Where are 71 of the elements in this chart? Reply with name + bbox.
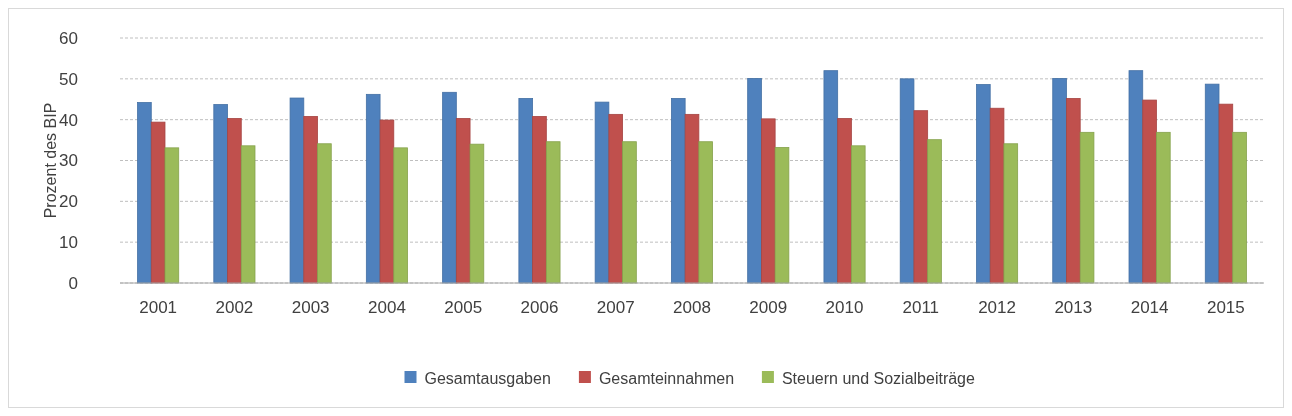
x-tick-label: 2008 bbox=[673, 298, 711, 317]
y-axis-title: Prozent des BIP bbox=[42, 102, 59, 219]
bar bbox=[1079, 131, 1095, 284]
bar bbox=[213, 104, 228, 284]
y-tick-label: 10 bbox=[59, 233, 78, 253]
bar bbox=[747, 78, 762, 284]
x-tick-label: 2003 bbox=[291, 298, 330, 317]
bar bbox=[150, 121, 166, 284]
x-tick-label: 2004 bbox=[368, 298, 406, 317]
x-tick-label: 2010 bbox=[825, 298, 864, 317]
bar bbox=[1142, 99, 1157, 284]
bar bbox=[442, 91, 457, 284]
bar bbox=[393, 147, 408, 284]
y-tick-label: 40 bbox=[59, 110, 78, 130]
bar bbox=[227, 118, 242, 284]
bar bbox=[837, 118, 852, 284]
bar bbox=[289, 97, 305, 284]
bar bbox=[455, 118, 471, 284]
bar bbox=[545, 141, 561, 284]
legend-label: Gesamteinnahmen bbox=[598, 369, 735, 387]
bar bbox=[761, 118, 776, 284]
bar bbox=[594, 101, 610, 284]
bar bbox=[1218, 103, 1234, 284]
bar bbox=[913, 110, 929, 284]
bar bbox=[989, 107, 1005, 284]
x-tick-label: 2006 bbox=[520, 298, 559, 317]
bar bbox=[137, 102, 152, 284]
bar bbox=[622, 141, 637, 284]
bar bbox=[532, 116, 547, 284]
bar bbox=[1156, 131, 1171, 284]
bar bbox=[671, 98, 686, 284]
bar bbox=[698, 141, 713, 284]
x-tick-label: 2015 bbox=[1206, 298, 1245, 317]
bar bbox=[976, 84, 991, 284]
bar bbox=[240, 145, 256, 284]
bar bbox=[851, 145, 866, 284]
y-tick-label: 60 bbox=[59, 28, 78, 48]
y-tick-label: 0 bbox=[68, 273, 78, 293]
x-tick-label: 2013 bbox=[1054, 298, 1093, 317]
x-tick-label: 2014 bbox=[1130, 298, 1169, 317]
bar bbox=[823, 70, 839, 284]
bar bbox=[379, 119, 395, 284]
legend-label: Steuern und Sozialbeiträge bbox=[781, 369, 976, 387]
bar bbox=[365, 93, 381, 284]
bar bbox=[1066, 98, 1081, 284]
bar bbox=[1128, 70, 1144, 284]
x-tick-label: 2012 bbox=[978, 298, 1016, 317]
y-tick-label: 50 bbox=[59, 69, 78, 89]
bar bbox=[774, 147, 790, 284]
x-tick-label: 2011 bbox=[902, 298, 940, 317]
x-tick-label: 2002 bbox=[215, 298, 254, 317]
bar bbox=[469, 143, 485, 284]
x-tick-label: 2009 bbox=[749, 298, 788, 317]
bar bbox=[317, 143, 332, 284]
bar bbox=[927, 139, 942, 284]
bar bbox=[608, 113, 623, 284]
x-tick-label: 2007 bbox=[596, 298, 635, 317]
bar bbox=[164, 147, 180, 284]
y-tick-label: 20 bbox=[59, 192, 78, 212]
legend-label: Gesamtausgaben bbox=[424, 369, 551, 387]
bar bbox=[1003, 143, 1019, 284]
x-tick-label: 2005 bbox=[444, 298, 483, 317]
bar bbox=[1232, 131, 1247, 284]
bar bbox=[303, 116, 318, 284]
bar bbox=[899, 78, 915, 284]
bar bbox=[1204, 83, 1220, 284]
bar bbox=[684, 113, 700, 284]
x-tick-label: 2001 bbox=[139, 298, 178, 317]
bar bbox=[1052, 78, 1067, 284]
y-tick-label: 30 bbox=[59, 151, 78, 171]
bar bbox=[518, 98, 533, 284]
